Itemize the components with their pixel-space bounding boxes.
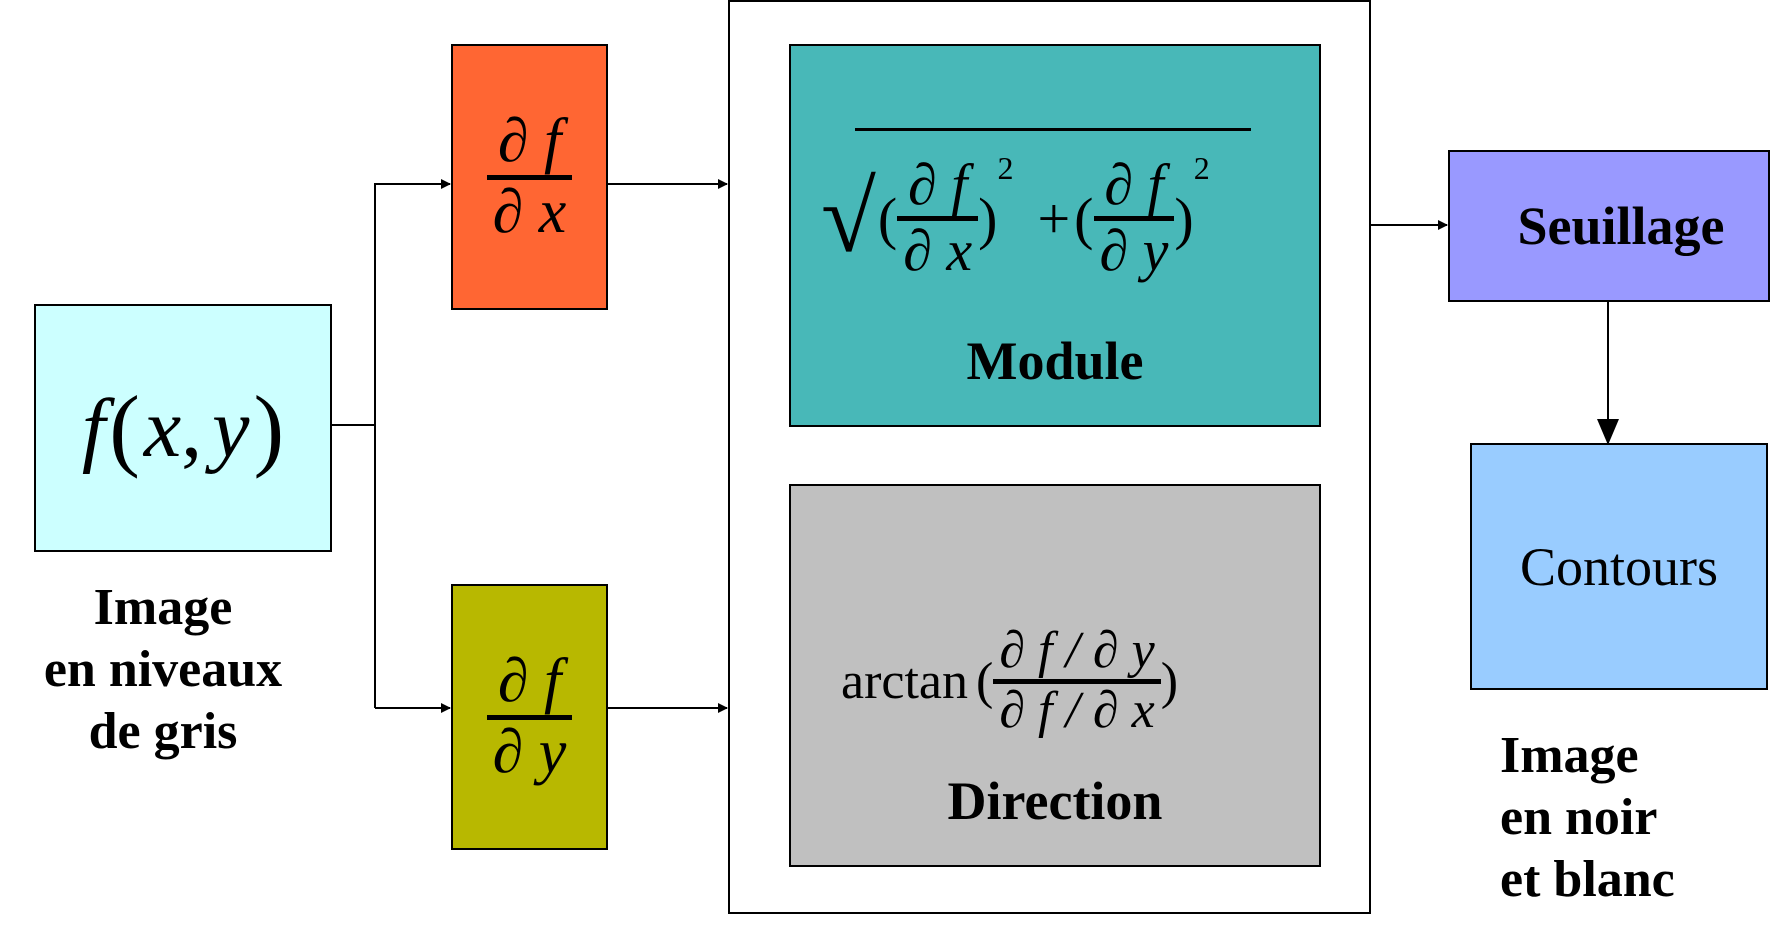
module-fraction-x: ∂ f ∂ x bbox=[897, 151, 979, 283]
derivative-y-numerator: ∂ f bbox=[497, 647, 562, 716]
input-caption: Image en niveaux de gris bbox=[8, 577, 318, 763]
module-open-paren-1: ( bbox=[877, 185, 898, 251]
module-frac-x-numerator: ∂ f bbox=[908, 151, 968, 217]
input-open-paren: ( bbox=[109, 377, 140, 479]
contours-box: Contours bbox=[1470, 443, 1768, 690]
module-frac-y-numerator: ∂ f bbox=[1104, 151, 1164, 217]
derivative-y-denominator: ∂ y bbox=[492, 717, 567, 786]
module-fraction-y: ∂ f ∂ y bbox=[1093, 151, 1175, 283]
output-caption-line-3: et blanc bbox=[1500, 851, 1675, 908]
output-caption-line-2: en noir bbox=[1500, 789, 1658, 846]
fraction-bar bbox=[1093, 215, 1175, 221]
input-image-box: f ( x , y ) bbox=[34, 304, 332, 552]
derivative-x-numerator: ∂ f bbox=[497, 107, 562, 176]
direction-close-paren: ) bbox=[1160, 652, 1179, 710]
input-comma: , bbox=[181, 381, 203, 475]
fraction-bar bbox=[486, 714, 573, 720]
module-close-paren-2: ) bbox=[1174, 185, 1194, 251]
direction-box: arctan ( ∂ f / ∂ y ∂ f / ∂ x ) Direction bbox=[789, 484, 1321, 867]
input-caption-line-2: en niveaux bbox=[43, 641, 283, 698]
input-caption-line-1: Image bbox=[93, 579, 233, 636]
fraction-bar bbox=[897, 215, 979, 221]
threshold-box: Seuillage bbox=[1448, 150, 1770, 302]
output-caption-line-1: Image bbox=[1500, 727, 1639, 784]
module-formula: √ ( ∂ f ∂ x ) 2 + ( ∂ f ∂ y ) 2 bbox=[821, 118, 1291, 318]
sqrt-sign: √ bbox=[821, 162, 876, 273]
input-y: y bbox=[212, 381, 250, 475]
direction-function: arctan bbox=[841, 652, 969, 710]
fraction-bar bbox=[993, 678, 1161, 684]
sqrt-overline bbox=[855, 128, 1251, 131]
input-function-formula: f ( x , y ) bbox=[36, 306, 330, 550]
fraction-bar bbox=[486, 174, 573, 180]
input-x: x bbox=[143, 381, 182, 475]
input-close-paren: ) bbox=[253, 377, 285, 479]
direction-denominator: ∂ f / ∂ x bbox=[999, 681, 1155, 739]
derivative-x-box: ∂ f ∂ x bbox=[451, 44, 608, 310]
direction-formula: arctan ( ∂ f / ∂ y ∂ f / ∂ x ) bbox=[841, 606, 1301, 756]
input-function-name: f bbox=[81, 381, 106, 475]
module-exponent-1: 2 bbox=[997, 150, 1014, 186]
threshold-label: Seuillage bbox=[1517, 196, 1725, 256]
module-close-paren-1: ) bbox=[978, 185, 998, 251]
derivative-y-fraction: ∂ f ∂ y bbox=[486, 647, 573, 786]
module-plus-sign: + bbox=[1037, 185, 1071, 251]
direction-numerator: ∂ f / ∂ y bbox=[999, 621, 1155, 679]
module-exponent-2: 2 bbox=[1193, 150, 1210, 186]
derivative-y-box: ∂ f ∂ y bbox=[451, 584, 608, 850]
derivative-x-fraction: ∂ f ∂ x bbox=[486, 107, 573, 246]
direction-fraction: ∂ f / ∂ y ∂ f / ∂ x bbox=[993, 621, 1161, 739]
module-frac-x-denominator: ∂ x bbox=[903, 217, 973, 283]
derivative-x-denominator: ∂ x bbox=[492, 177, 567, 246]
module-frac-y-denominator: ∂ y bbox=[1099, 217, 1169, 283]
direction-open-paren: ( bbox=[976, 652, 994, 710]
module-open-paren-2: ( bbox=[1074, 185, 1094, 251]
module-box: √ ( ∂ f ∂ x ) 2 + ( ∂ f ∂ y ) 2 Module bbox=[789, 44, 1321, 427]
output-caption: Image en noir et blanc bbox=[1500, 725, 1740, 911]
direction-label: Direction bbox=[947, 771, 1163, 831]
module-label: Module bbox=[966, 331, 1144, 391]
contours-label: Contours bbox=[1519, 536, 1719, 597]
input-caption-line-3: de gris bbox=[88, 703, 238, 760]
